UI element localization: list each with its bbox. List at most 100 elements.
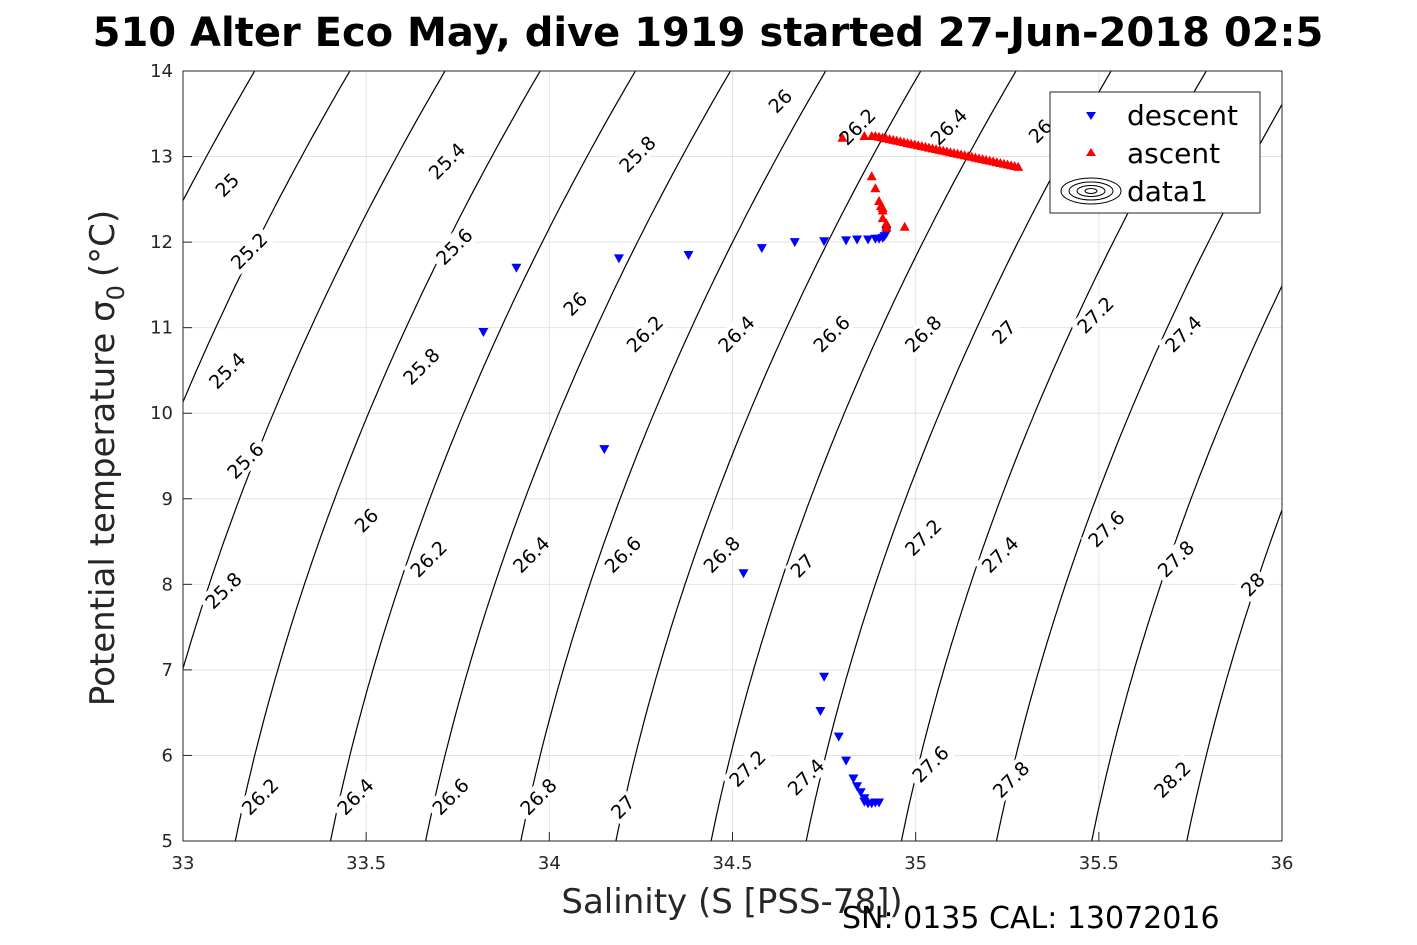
ascent-point <box>866 171 877 181</box>
descent-point <box>852 235 863 245</box>
legend: descent ascent data1 <box>1049 91 1261 214</box>
ascent-point <box>875 201 886 211</box>
contour-label-bg <box>597 528 649 580</box>
y-tick-label: 8 <box>162 574 173 595</box>
contour-label-group: 26.6 <box>597 528 649 580</box>
contour-label: 27 <box>988 316 1021 349</box>
descent-point <box>738 569 749 579</box>
descent-point <box>599 445 610 455</box>
y-tick-label: 11 <box>150 318 173 339</box>
y-tick-label: 12 <box>150 232 173 253</box>
density-contour-line <box>710 71 1017 841</box>
descent-point <box>819 237 830 247</box>
contour-label: 27 <box>607 791 640 824</box>
density-contour-line <box>329 71 637 841</box>
x-tick-label: 35 <box>904 853 927 874</box>
contour-labels: 2525.225.425.625.826.225.425.625.82626.2… <box>197 83 1271 825</box>
y-tick-label: 6 <box>162 745 173 766</box>
descent-point <box>833 732 844 742</box>
contour-label-group: 26.8 <box>897 308 949 360</box>
contour-label-group: 27.4 <box>1157 308 1209 360</box>
contour-label-group: 25.8 <box>395 340 447 392</box>
contour-label-bg <box>234 771 286 822</box>
legend-data1-contour-icon <box>1060 177 1122 205</box>
descent-point <box>613 254 624 264</box>
descent-point <box>855 788 866 798</box>
y-axis-label-unit: (°C) <box>83 210 123 277</box>
contour-label-bg <box>710 308 762 360</box>
contour-label-bg <box>611 128 663 180</box>
contour-label-bg <box>197 564 249 616</box>
contour-label-group: 25.8 <box>611 128 663 180</box>
descent-point <box>852 782 863 792</box>
descent-point <box>848 774 859 784</box>
contour-label-group: 27.2 <box>897 511 949 563</box>
contour-label-bg <box>219 434 271 486</box>
ascent-point <box>877 213 888 223</box>
contour-label: 27 <box>786 550 819 583</box>
contour-label-bg <box>223 225 275 277</box>
y-tick-label: 14 <box>150 61 173 82</box>
y-tick-label: 10 <box>150 403 173 424</box>
contour-label-bg <box>512 771 564 822</box>
density-contour-line <box>183 71 256 202</box>
contour-label-bg <box>784 547 820 584</box>
serial-calibration-footer: SN: 0135 CAL: 13072016 <box>842 901 1220 936</box>
contour-label-group: 26.8 <box>512 771 564 822</box>
contour-label-bg <box>897 511 949 563</box>
legend-ascent-marker <box>1086 148 1096 156</box>
x-tick-label: 35.5 <box>1079 853 1119 874</box>
contour-label-group: 27.8 <box>985 753 1037 805</box>
contour-label: 28 <box>1237 569 1270 602</box>
contour-label-group: 27 <box>784 547 820 584</box>
contour-label-bg <box>721 742 773 794</box>
x-tick-label: 33.5 <box>346 853 386 874</box>
contour-label-bg <box>805 308 857 360</box>
density-contour-line <box>424 71 732 841</box>
contour-label: 26 <box>764 85 797 118</box>
density-contour-line <box>1370 37 1417 875</box>
legend-data1-label: data1 <box>1127 175 1208 208</box>
contour-label-group: 27.2 <box>721 742 773 794</box>
y-tick-label: 7 <box>162 660 173 681</box>
contour-label-bg <box>348 502 384 538</box>
contour-label: 26 <box>559 288 592 321</box>
y-tick-label: 9 <box>162 489 173 510</box>
density-contour-line <box>615 71 922 841</box>
density-contour-line <box>1091 284 1282 841</box>
descent-point <box>756 244 767 254</box>
contour-label-bg <box>505 528 557 580</box>
descent-point <box>874 798 885 808</box>
density-contour-line <box>520 71 827 841</box>
contour-label-bg <box>897 308 949 360</box>
ascent-point <box>881 222 892 232</box>
ascent-point <box>859 131 870 141</box>
y-axis-ticks: 5 6 7 8 9 10 11 12 13 14 <box>150 61 192 852</box>
descent-series <box>478 226 892 809</box>
ascent-point <box>899 221 910 231</box>
descent-point <box>863 235 874 245</box>
contour-label-group: 27 <box>985 314 1022 350</box>
contour-label-group: 27.6 <box>1080 503 1132 555</box>
descent-point <box>478 327 489 337</box>
descent-point <box>815 706 826 716</box>
ascent-point <box>837 132 848 142</box>
contour-label-bg <box>1069 289 1121 341</box>
contour-label-bg <box>395 340 447 392</box>
contour-label-group: 26.2 <box>831 101 883 153</box>
contour-label-group: 26.4 <box>329 771 381 822</box>
descent-point <box>511 263 522 273</box>
contour-label-group: 25.4 <box>201 344 253 396</box>
x-axis-label: Salinity (S [PSS-78]) <box>561 882 902 922</box>
contour-label-group: 26 <box>762 83 798 119</box>
descent-point <box>841 236 852 246</box>
contour-label-group: 25.6 <box>219 434 271 486</box>
legend-ascent-label: ascent <box>1127 137 1220 170</box>
contour-label-bg <box>428 220 480 272</box>
y-axis-label: Potential temperature σ0 (°C) <box>83 210 130 706</box>
contour-label-group: 26.4 <box>923 101 975 153</box>
contour-label-bg <box>985 753 1037 805</box>
contour-label-group: 26.6 <box>424 771 476 822</box>
ascent-point <box>870 183 881 193</box>
contour-label-bg <box>1080 503 1132 555</box>
